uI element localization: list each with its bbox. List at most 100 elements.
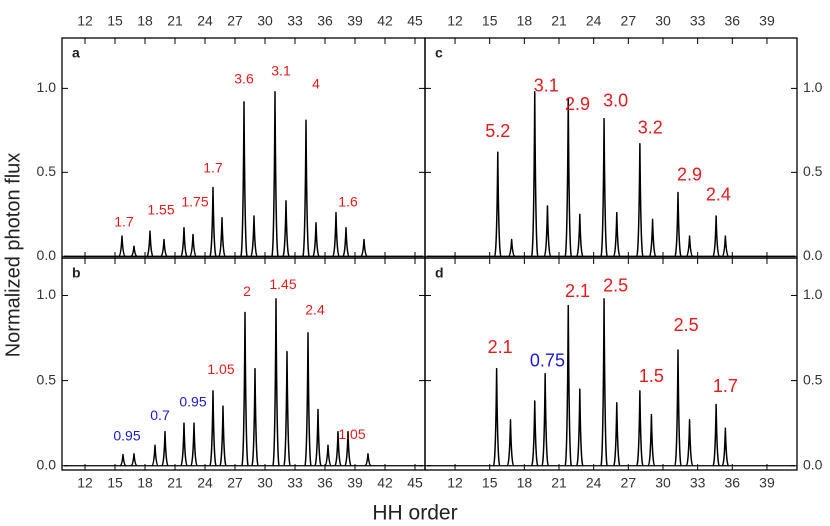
- x-tick-label: 18: [137, 13, 153, 29]
- peak: [612, 401, 621, 467]
- x-tick-label: 45: [407, 13, 423, 29]
- x-tick-label: 45: [407, 475, 423, 491]
- x-tick-label: 12: [447, 13, 463, 29]
- data-label: 1.7: [713, 376, 738, 396]
- peak: [180, 422, 188, 467]
- y-axis-label: Normalized photon flux: [2, 153, 24, 358]
- data-label: 1.5: [639, 366, 664, 386]
- x-tick-label: 24: [197, 475, 213, 491]
- x-tick-label: 21: [167, 13, 183, 29]
- x-tick-label: 30: [257, 13, 273, 29]
- data-label: 2.1: [565, 281, 590, 301]
- x-tick-label: 15: [482, 13, 498, 29]
- peak: [492, 367, 501, 467]
- peak: [721, 235, 729, 258]
- peak: [272, 298, 280, 467]
- peak: [312, 221, 320, 258]
- data-label: 3.1: [534, 75, 559, 95]
- peak: [146, 230, 154, 258]
- y-tick-label: 1.0: [803, 79, 823, 95]
- x-tick-label: 42: [377, 13, 393, 29]
- peak: [161, 430, 169, 467]
- peak: [304, 332, 312, 467]
- y-tick-label: 1.0: [803, 286, 823, 302]
- x-tick-label: 21: [167, 475, 183, 491]
- data-label: 2: [243, 283, 251, 299]
- peak: [721, 427, 730, 467]
- peak: [160, 238, 168, 258]
- data-label: 2.1: [488, 337, 513, 357]
- panel: d 12 15 18 21 24 27 30 33 36 39 0.0 0.5 1.0 2.1 0.75 2.1…: [424, 257, 823, 491]
- data-label: 2.9: [677, 164, 702, 184]
- peak: [302, 119, 310, 258]
- peak: [332, 211, 340, 258]
- peak: [342, 227, 350, 258]
- peak: [151, 444, 159, 467]
- data-label: 2.4: [706, 185, 731, 205]
- peak: [712, 403, 721, 467]
- x-tick-label: 42: [377, 475, 393, 491]
- x-tick-label: 15: [107, 475, 123, 491]
- data-label: 0.95: [179, 393, 206, 409]
- peak: [648, 218, 657, 258]
- panel-letter: a: [72, 45, 80, 61]
- peak: [600, 298, 609, 467]
- peak: [575, 213, 584, 258]
- peak: [118, 235, 126, 258]
- data-label: 0.7: [150, 407, 170, 423]
- x-tick-label: 39: [347, 475, 363, 491]
- x-tick-label: 33: [690, 475, 706, 491]
- peak: [283, 350, 291, 467]
- x-tick-label: 18: [137, 475, 153, 491]
- y-tick-label: 1.0: [37, 286, 57, 302]
- peak: [334, 430, 342, 467]
- peak: [712, 215, 721, 258]
- peak: [674, 349, 682, 467]
- x-tick-label: 33: [690, 13, 706, 29]
- x-tick-label: 27: [621, 13, 637, 29]
- panel: a 12 15 18 21 24 27 30 33 36 39 42 45 0.0 0.5 1.0 1.7 1.5…: [37, 13, 426, 263]
- x-tick-label: 30: [257, 475, 273, 491]
- x-tick-label: 12: [447, 475, 463, 491]
- peak: [530, 90, 539, 258]
- data-label: 1.05: [338, 426, 365, 442]
- peak: [530, 400, 539, 467]
- x-tick-label: 21: [551, 475, 567, 491]
- x-tick-label: 15: [107, 13, 123, 29]
- data-label: 1.6: [338, 193, 358, 209]
- x-tick-label: 39: [347, 13, 363, 29]
- peak: [635, 143, 644, 258]
- peak: [130, 245, 138, 258]
- x-tick-label: 36: [317, 475, 333, 491]
- peak: [240, 101, 248, 258]
- data-label: 1.45: [269, 276, 296, 292]
- data-label: 1.7: [203, 160, 223, 176]
- peak: [282, 200, 290, 258]
- data-label: 0.75: [530, 351, 565, 371]
- data-label: 3.6: [234, 71, 254, 87]
- y-tick-label: 1.0: [37, 79, 57, 95]
- data-label: 3.1: [271, 62, 291, 78]
- y-tick-label: 0.5: [37, 371, 57, 387]
- peak: [344, 430, 352, 467]
- x-tick-label: 12: [77, 475, 93, 491]
- data-label: 1.05: [207, 361, 234, 377]
- data-label: 2.4: [305, 301, 325, 317]
- data-label: 3.2: [638, 117, 663, 137]
- x-tick-label: 24: [586, 475, 602, 491]
- peak: [209, 186, 217, 258]
- x-tick-label: 36: [317, 13, 333, 29]
- peak: [541, 373, 550, 467]
- x-tick-label: 27: [227, 475, 243, 491]
- peak: [219, 405, 227, 467]
- peak: [506, 419, 515, 467]
- peak: [360, 238, 368, 258]
- peak: [647, 413, 656, 467]
- y-tick-label: 0.0: [803, 247, 823, 263]
- data-label: 3.0: [603, 91, 628, 111]
- peak: [271, 90, 279, 258]
- x-tick-label: 33: [287, 13, 303, 29]
- x-tick-label: 24: [586, 13, 602, 29]
- data-label: 5.2: [485, 121, 510, 141]
